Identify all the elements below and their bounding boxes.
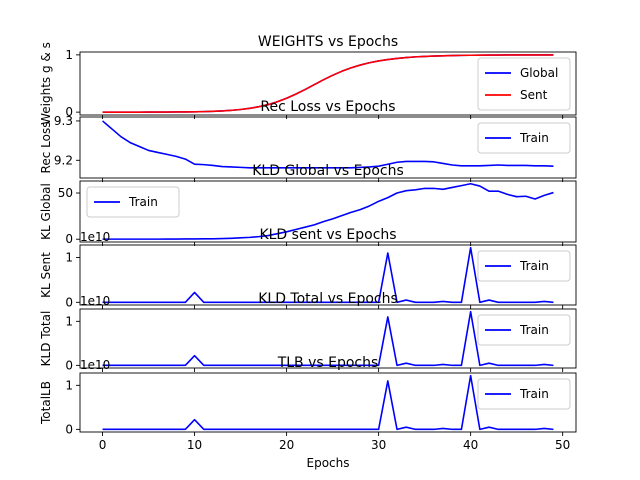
x-tick-label: 30 [371, 438, 386, 452]
series-line-2 [102, 54, 554, 113]
y-axis-label: Weights g & s [39, 42, 53, 125]
y-axis-label: KLD Total [39, 311, 53, 367]
subplot-4: 0 1 KLD sent vs Epochs KL Sent 1e10 Train [39, 227, 577, 309]
legend-box [477, 378, 571, 410]
series-line-1 [102, 374, 554, 431]
legend-box [477, 57, 571, 111]
axis-offset-text: 1e10 [80, 230, 110, 244]
y-tick-label: 0 [65, 232, 73, 246]
legend: Train [477, 378, 571, 410]
y-axis-label: Rec Loss [39, 122, 53, 174]
subplot-title: Rec Loss vs Epochs [260, 99, 395, 115]
legend-label: Train [519, 387, 549, 401]
legend: Train [477, 314, 571, 346]
subplot-stack: 0 1 WEIGHTS vs Epochs Weights g & s Global Se… [39, 34, 577, 452]
y-tick-label: 1 [65, 314, 73, 328]
y-tick-label: 0 [65, 358, 73, 372]
legend-box [86, 186, 180, 218]
y-axis-label: TotalLB [39, 381, 53, 425]
subplot-title: TLB vs Epochs [277, 355, 379, 371]
legend: Train [477, 250, 571, 282]
y-tick-label: 0 [65, 422, 73, 436]
y-tick-label: 1 [65, 251, 73, 265]
x-axis-label: Epochs [307, 456, 350, 470]
legend-label: Sent [520, 88, 548, 102]
plot-frame [79, 244, 577, 306]
plot-frame [79, 308, 577, 369]
x-tick-label: 20 [279, 438, 294, 452]
legend-label: Train [519, 259, 549, 273]
y-tick-label: 50 [58, 186, 73, 200]
x-tick-label: 50 [555, 438, 570, 452]
legend-label: Train [519, 131, 549, 145]
axis-offset-text: 1e10 [80, 294, 110, 308]
subplot-5: 0 1 KLD Total vs Epochs KLD Total 1e10 Train [39, 291, 577, 372]
y-tick-label: 0 [65, 105, 73, 119]
legend-box [477, 122, 571, 154]
y-tick-label: 1 [65, 378, 73, 392]
x-tick-label: 10 [187, 438, 202, 452]
legend-label: Train [519, 323, 549, 337]
y-tick-label: 9.2 [54, 153, 73, 167]
legend-box [477, 250, 571, 282]
legend-box [477, 314, 571, 346]
subplot-title: KLD sent vs Epochs [259, 227, 396, 243]
legend: Train [86, 186, 180, 218]
legend: Global Sent [477, 57, 571, 111]
series-line-1 [102, 310, 554, 367]
subplot-title: KLD Total vs Epochs [258, 291, 398, 307]
plot-frame [79, 180, 577, 243]
x-tick-label: 40 [463, 438, 478, 452]
axis-offset-text: 1e10 [80, 358, 110, 372]
series-line-1 [102, 120, 554, 169]
series-line-1 [102, 246, 554, 304]
y-tick-label: 1 [65, 48, 73, 62]
legend-label: Global [520, 66, 558, 80]
subplot-title: WEIGHTS vs Epochs [258, 34, 398, 50]
series-line-1 [102, 182, 554, 240]
y-axis-label: KL Global [39, 183, 53, 240]
subplot-1: 0 1 WEIGHTS vs Epochs Weights g & s Global Se… [39, 34, 577, 125]
y-tick-label: 9.3 [54, 114, 73, 128]
y-tick-label: 0 [65, 295, 73, 309]
x-tick-label: 0 [99, 438, 107, 452]
subplot-title: KLD Global vs Epochs [252, 163, 404, 179]
plot-frame [79, 51, 577, 116]
legend-label: Train [128, 195, 158, 209]
y-axis-label: KL Sent [39, 252, 53, 298]
plot-frame [79, 116, 577, 179]
subplot-3: 0 50 KLD Global vs Epochs KL Global Train [39, 163, 577, 246]
legend: Train [477, 122, 571, 154]
plot-frame [79, 372, 577, 433]
subplot-2: 9.2 9.3 Rec Loss vs Epochs Rec Loss Train [39, 99, 577, 182]
